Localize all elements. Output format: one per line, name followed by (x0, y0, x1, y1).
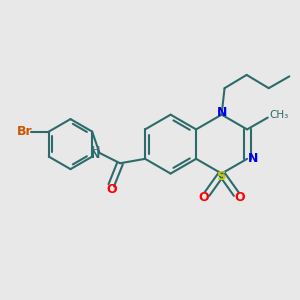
Text: S: S (217, 170, 226, 183)
Text: N: N (216, 106, 227, 119)
Text: O: O (198, 191, 209, 204)
Text: Br: Br (17, 125, 32, 138)
Text: CH₃: CH₃ (269, 110, 288, 120)
Text: H: H (92, 146, 100, 156)
Text: N: N (91, 150, 101, 160)
Text: N: N (248, 152, 258, 165)
Text: O: O (106, 183, 117, 196)
Text: O: O (235, 191, 245, 204)
